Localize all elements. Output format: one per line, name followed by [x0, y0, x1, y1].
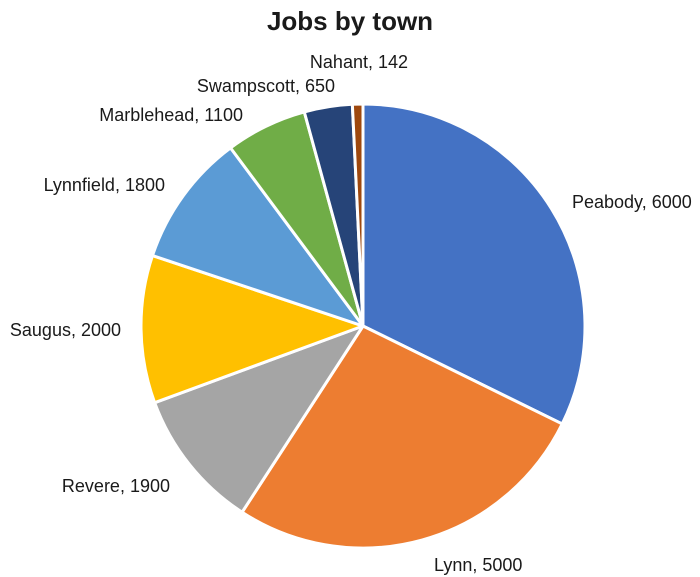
chart-title: Jobs by town	[266, 6, 434, 36]
slice-label-revere: Revere, 1900	[62, 476, 170, 496]
slice-label-marblehead: Marblehead, 1100	[99, 105, 243, 125]
pie-slice-lynn	[240, 324, 564, 550]
pie-slice-revere	[153, 324, 365, 514]
slice-label-saugus: Saugus, 2000	[10, 320, 121, 340]
slice-label-peabody: Peabody, 6000	[572, 192, 692, 212]
slice-labels: Peabody, 6000 Lynn, 5000 Revere, 1900 Saugu…	[10, 52, 692, 575]
pie-slice-lynnfield	[150, 146, 365, 328]
pie-slice-saugus	[139, 254, 365, 405]
slice-label-nahant: Nahant, 142	[310, 52, 408, 72]
slice-label-lynnfield: Lynnfield, 1800	[44, 175, 165, 195]
pie-slices	[139, 102, 587, 550]
pie-slice-peabody	[361, 102, 587, 426]
pie-slice-nahant	[350, 102, 365, 328]
slice-label-swampscott: Swampscott, 650	[197, 76, 335, 96]
slice-label-lynn: Lynn, 5000	[434, 555, 522, 575]
